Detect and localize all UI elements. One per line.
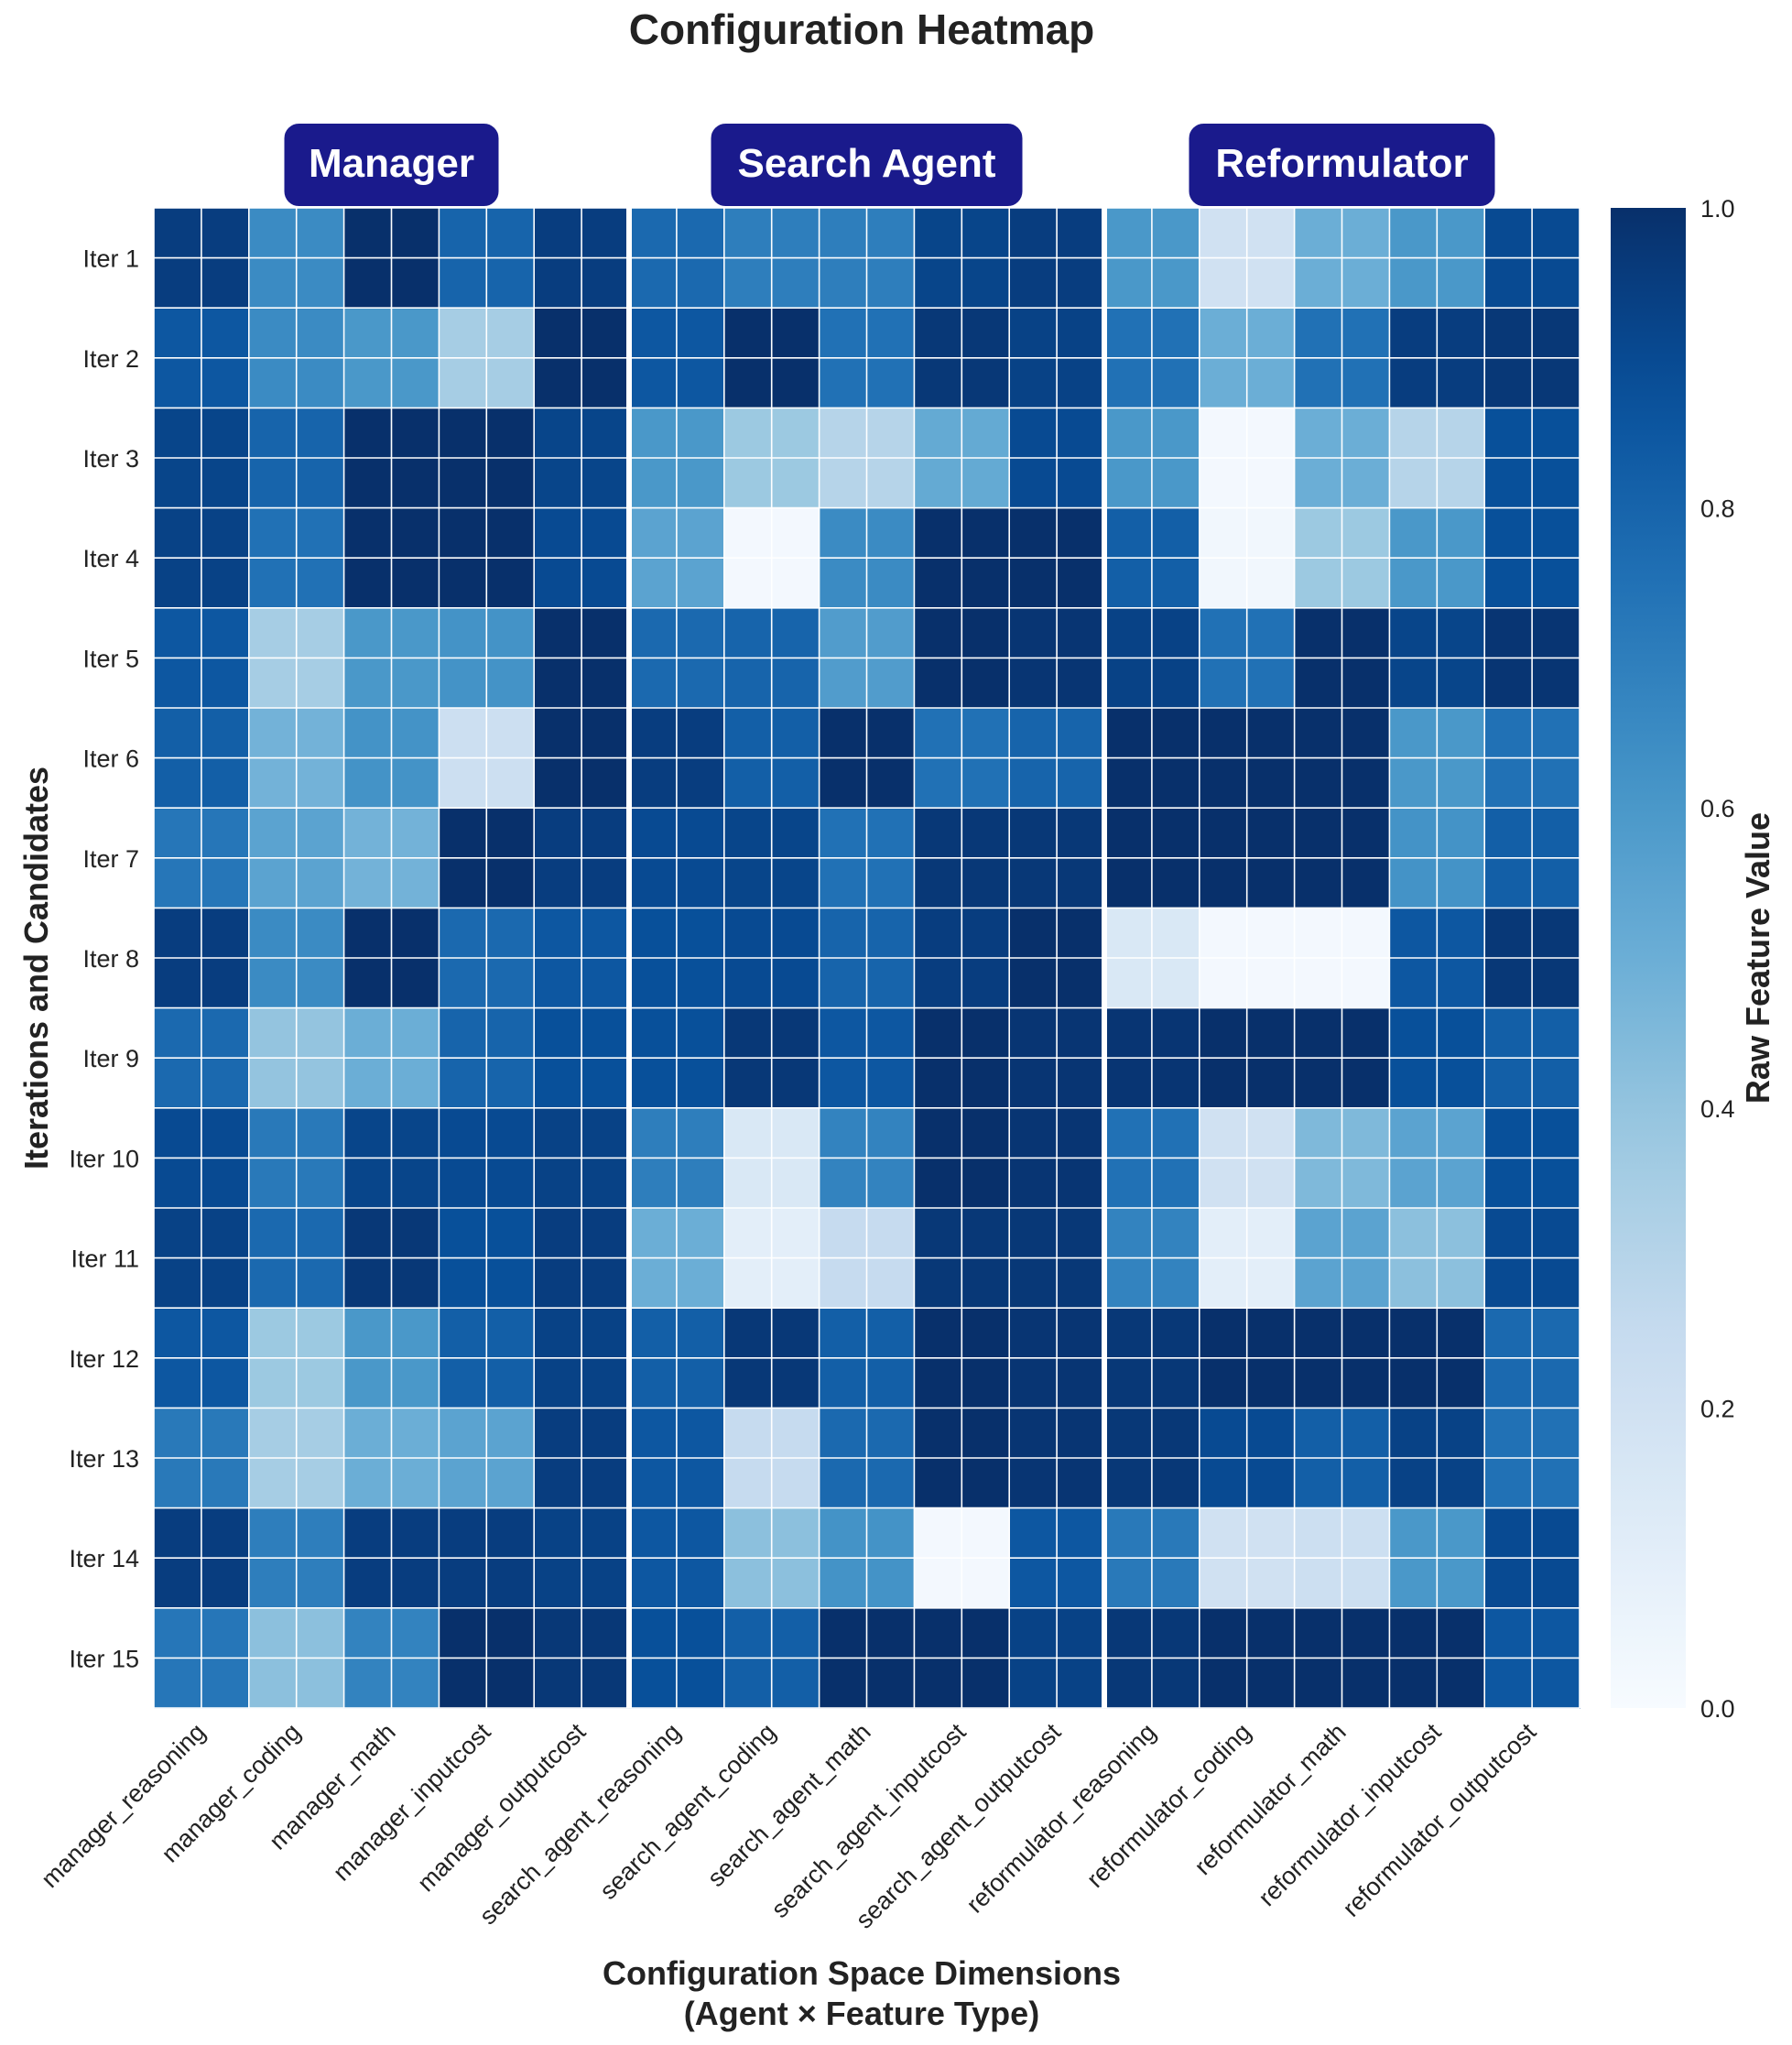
row-label-layer: Iter 1 Iter 2 Iter 3 Iter 4 Iter 5 Iter 6 Iter… <box>69 245 139 1673</box>
colorbar-tick-label: 1.0 <box>1700 195 1735 223</box>
row-tick-label: Iter 15 <box>69 1645 139 1672</box>
x-axis-label: Configuration Space Dimensions(Agent × F… <box>603 1954 1121 2032</box>
row-tick-label: Iter 5 <box>82 645 139 672</box>
row-tick-label: Iter 10 <box>69 1145 139 1172</box>
column-tick-label: manager_inputcost <box>328 1718 496 1887</box>
group-label: Manager <box>309 141 474 186</box>
column-tick-label: search_agent_inputcost <box>766 1718 972 1923</box>
x-axis-label-line: Configuration Space Dimensions <box>603 1954 1121 1992</box>
row-tick-label: Iter 12 <box>69 1345 139 1373</box>
row-tick-label: Iter 14 <box>69 1545 139 1572</box>
group-label: Search Agent <box>737 141 995 186</box>
column-tick-label: search_agent_coding <box>594 1718 781 1905</box>
y-axis-label: Iterations and Candidates <box>17 767 55 1169</box>
column-tick-label: manager_outputcost <box>412 1718 592 1898</box>
row-tick-label: Iter 4 <box>82 545 139 572</box>
column-tick-label: reformulator_inputcost <box>1253 1718 1447 1912</box>
row-tick-label: Iter 7 <box>82 845 139 873</box>
column-tick-label: search_agent_math <box>702 1718 876 1892</box>
group-label: Reformulator <box>1215 141 1468 186</box>
colorbar-tick-label: 0.2 <box>1700 1395 1735 1422</box>
colorbar-tick-label: 0.0 <box>1700 1695 1735 1723</box>
row-tick-label: Iter 2 <box>82 345 139 373</box>
column-tick-label: manager_reasoning <box>36 1718 211 1893</box>
row-tick-label: Iter 9 <box>82 1045 139 1072</box>
colorbar-tick-label: 0.8 <box>1700 495 1735 523</box>
row-tick-label: Iter 8 <box>82 945 139 973</box>
row-tick-label: Iter 3 <box>82 445 139 473</box>
column-tick-label: reformulator_reasoning <box>961 1718 1162 1919</box>
row-tick-label: Iter 13 <box>69 1445 139 1473</box>
colorbar-gradient <box>1611 208 1686 1708</box>
column-tick-label: reformulator_outputcost <box>1337 1718 1541 1922</box>
row-tick-label: Iter 11 <box>71 1245 139 1273</box>
x-axis-label-line: (Agent × Feature Type) <box>684 1995 1039 2032</box>
colorbar: 0.0 0.2 0.4 0.6 0.8 1.0 Raw Feature Value <box>1611 195 1776 1723</box>
row-tick-label: Iter 1 <box>82 245 139 273</box>
chart-title: Configuration Heatmap <box>629 5 1095 53</box>
group-label-layer: Manager Search Agent Reformulator <box>280 120 1499 210</box>
column-tick-label: search_agent_reasoning <box>474 1718 686 1930</box>
row-tick-label: Iter 6 <box>82 745 139 773</box>
colorbar-label: Raw Feature Value <box>1739 812 1776 1104</box>
column-tick-label: reformulator_coding <box>1081 1718 1256 1893</box>
colorbar-tick-label: 0.6 <box>1700 795 1735 822</box>
grid-layer <box>153 207 1580 1709</box>
colorbar-tick-label: 0.4 <box>1700 1095 1735 1123</box>
column-label-layer: manager_reasoningmanager_codingmanager_m… <box>36 1718 1542 1934</box>
